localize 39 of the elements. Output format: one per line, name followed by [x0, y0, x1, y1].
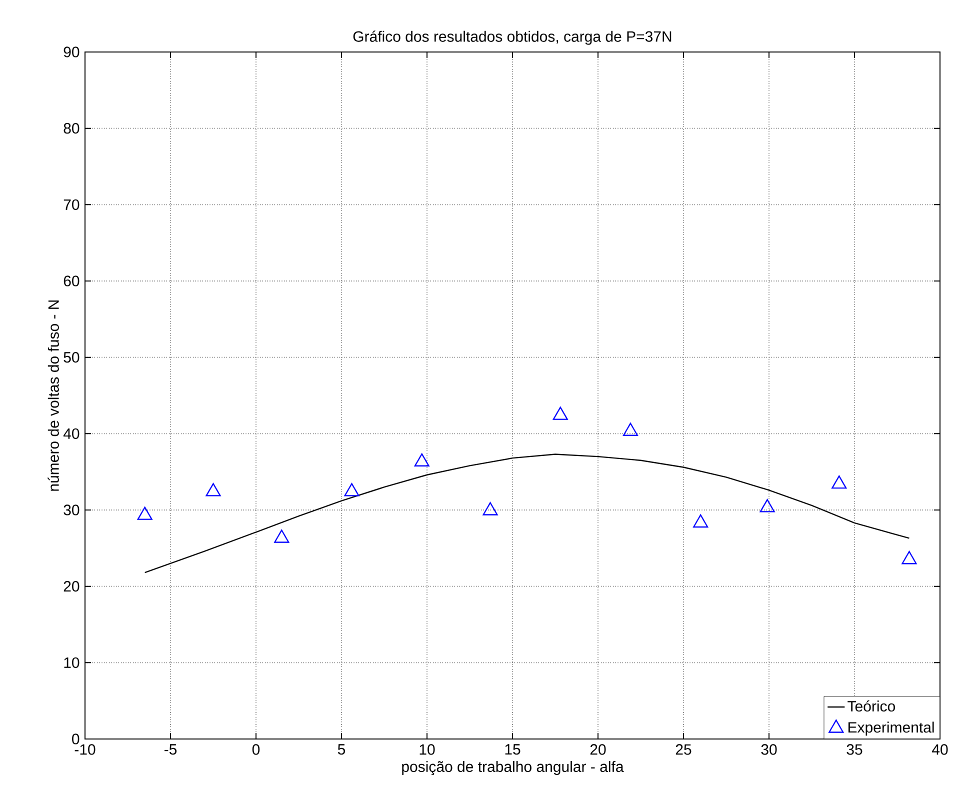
- y-tick-label: 20: [64, 581, 80, 592]
- point: [274, 530, 290, 543]
- x-tick-label: 10: [420, 744, 435, 755]
- x-tick-label: -10: [74, 744, 96, 755]
- x-tick-label: 35: [846, 744, 862, 755]
- line-series: [144, 454, 910, 574]
- y-tick-label: 90: [64, 46, 80, 58]
- point: [760, 499, 775, 512]
- point: [693, 514, 708, 528]
- y-tick-label: 0: [72, 734, 80, 744]
- point: [902, 551, 917, 564]
- y-tick-label: 50: [64, 352, 80, 363]
- point: [622, 422, 638, 436]
- y-tick-label: 30: [64, 504, 80, 516]
- y-tick-label: 70: [64, 199, 80, 210]
- x-tick-label: 30: [761, 744, 777, 755]
- x-tick-label: 0: [252, 744, 260, 755]
- legend-label: Teórico: [848, 700, 895, 712]
- y-tick-label: 60: [64, 276, 80, 286]
- x-tick-label: 25: [676, 744, 692, 755]
- x-tick-label: -5: [164, 744, 177, 755]
- y-axis-title: número de voltas do fuso - N: [48, 300, 59, 491]
- point: [137, 506, 152, 520]
- x-tick-label: 5: [338, 744, 346, 755]
- point: [414, 453, 430, 466]
- point: [344, 483, 360, 496]
- x-tick-label: 15: [505, 744, 520, 755]
- point: [552, 406, 568, 420]
- y-tick-label: 80: [64, 123, 80, 134]
- point: [482, 502, 498, 516]
- legend-label: Experimental: [848, 722, 934, 736]
- x-tick-label: 40: [932, 744, 948, 755]
- y-tick-label: 40: [63, 428, 80, 439]
- x-tick-label: 20: [590, 744, 606, 755]
- point: [206, 483, 221, 496]
- chart-title: Gráfico dos resultados obtidos, carga de P=37N: [353, 30, 672, 45]
- y-tick-label: 10: [64, 657, 80, 668]
- x-axis-title: posição de trabalho angular - alfa: [402, 761, 624, 776]
- point: [832, 475, 847, 489]
